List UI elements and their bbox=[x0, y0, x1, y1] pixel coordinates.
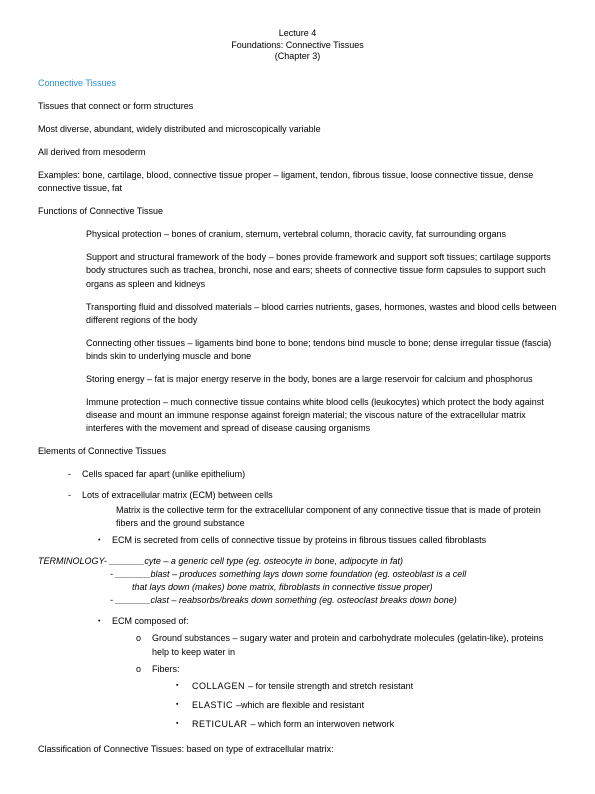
fiber-name: ELASTIC bbox=[192, 700, 236, 710]
fiber-name: RETICULAR bbox=[192, 719, 251, 729]
terminology-block: TERMINOLOGY- _______cyte – a generic cel… bbox=[38, 555, 557, 607]
list-item: Fibers: COLLAGEN – for tensile strength … bbox=[136, 663, 557, 731]
list-item: Ground substances – sugary water and pro… bbox=[136, 632, 557, 658]
list-item: ECM is secreted from cells of connective… bbox=[98, 534, 557, 547]
terminology-text: - _______cyte – a generic cell type (eg.… bbox=[104, 556, 403, 566]
classification: Classification of Connective Tissues: ba… bbox=[38, 743, 557, 756]
list-item: ECM composed of: Ground substances – sug… bbox=[98, 615, 557, 730]
list-item: Cells spaced far apart (unlike epitheliu… bbox=[68, 468, 557, 481]
terminology-label: TERMINOLOGY bbox=[38, 556, 104, 566]
functions-title: Functions of Connective Tissue bbox=[38, 205, 557, 218]
elements-title: Elements of Connective Tissues bbox=[38, 445, 557, 458]
fiber-desc: –which are flexible and resistant bbox=[236, 700, 364, 710]
function-item: Transporting fluid and dissolved materia… bbox=[86, 301, 557, 327]
sub-text: Matrix is the collective term for the ex… bbox=[116, 504, 557, 530]
elements-list: Cells spaced far apart (unlike epitheliu… bbox=[68, 468, 557, 547]
terminology-line-cont: that lays down (makes) bone matrix, fibr… bbox=[132, 581, 557, 594]
function-item: Physical protection – bones of cranium, … bbox=[86, 228, 557, 241]
intro-p2: Most diverse, abundant, widely distribut… bbox=[38, 123, 557, 136]
ecm-title: ECM composed of: bbox=[112, 616, 189, 626]
list-item: Lots of extracellular matrix (ECM) betwe… bbox=[68, 489, 557, 547]
list-item: ELASTIC –which are flexible and resistan… bbox=[176, 699, 557, 712]
section-title: Connective Tissues bbox=[38, 77, 557, 90]
terminology-line: - _______clast – reabsorbs/breaks down s… bbox=[110, 594, 557, 607]
fiber-desc: – for tensile strength and stretch resis… bbox=[248, 681, 413, 691]
fibers-label: Fibers: bbox=[152, 664, 180, 674]
document-header: Lecture 4 Foundations: Connective Tissue… bbox=[38, 28, 557, 63]
list-item-text: Lots of extracellular matrix (ECM) betwe… bbox=[82, 490, 273, 500]
terminology-line: TERMINOLOGY- _______cyte – a generic cel… bbox=[38, 555, 557, 568]
lecture-number: Lecture 4 bbox=[38, 28, 557, 40]
function-item: Storing energy – fat is major energy res… bbox=[86, 373, 557, 386]
fiber-desc: – which form an interwoven network bbox=[251, 719, 395, 729]
function-item: Immune protection – much connective tiss… bbox=[86, 396, 557, 435]
function-item: Support and structural framework of the … bbox=[86, 251, 557, 290]
fiber-name: COLLAGEN bbox=[192, 681, 248, 691]
chapter-ref: (Chapter 3) bbox=[38, 51, 557, 63]
intro-p3: All derived from mesoderm bbox=[38, 146, 557, 159]
list-item: COLLAGEN – for tensile strength and stre… bbox=[176, 680, 557, 693]
ecm-list: ECM composed of: Ground substances – sug… bbox=[98, 615, 557, 730]
intro-p1: Tissues that connect or form structures bbox=[38, 100, 557, 113]
lecture-title: Foundations: Connective Tissues bbox=[38, 40, 557, 52]
ecm-sub-list: Ground substances – sugary water and pro… bbox=[136, 632, 557, 730]
list-item: RETICULAR – which form an interwoven net… bbox=[176, 718, 557, 731]
fibers-list: COLLAGEN – for tensile strength and stre… bbox=[176, 680, 557, 731]
terminology-line: - _______blast – produces something lays… bbox=[110, 568, 557, 581]
intro-p4: Examples: bone, cartilage, blood, connec… bbox=[38, 169, 557, 195]
function-item: Connecting other tissues – ligaments bin… bbox=[86, 337, 557, 363]
